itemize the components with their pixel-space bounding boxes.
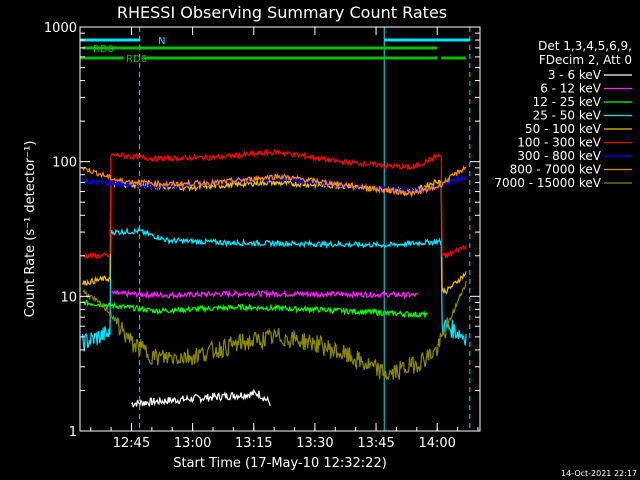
series-line-2 — [82, 298, 428, 319]
legend-label-6: 300 - 800 keV — [517, 149, 601, 163]
flag-bars: RD0 RD6 N — [80, 36, 470, 65]
legend: Det 1,3,4,5,6,9,FDecim 2, Att 03 - 6 keV… — [494, 39, 632, 190]
plot-lines — [139, 27, 471, 431]
series-line-8 — [82, 280, 467, 381]
flag-rd6-label: RD6 — [126, 54, 147, 65]
legend-label-5: 100 - 300 keV — [517, 136, 601, 150]
x-tick-label-3: 13:30 — [296, 436, 333, 451]
y-tick-label-0: 1 — [69, 425, 77, 440]
x-tick-label-0: 12:45 — [113, 436, 150, 451]
chart-title: RHESSI Observing Summary Count Rates — [117, 3, 447, 22]
series-group — [82, 148, 467, 408]
y-axis-label: Count Rate (s⁻¹ detector⁻¹) — [23, 141, 38, 318]
axes: 12:45 13:00 13:15 13:30 13:45 14:00 1 10 100 1000 — [44, 21, 480, 451]
series-line-0 — [131, 388, 271, 408]
y-tick-label-3: 1000 — [44, 21, 77, 36]
legend-label-7: 800 - 7000 keV — [510, 163, 602, 177]
legend-label-2: 12 - 25 keV — [533, 95, 602, 109]
x-tick-label-2: 13:15 — [235, 436, 272, 451]
series-line-5 — [82, 148, 467, 260]
x-tick-label-4: 13:45 — [357, 436, 394, 451]
legend-label-0: 3 - 6 keV — [548, 68, 602, 82]
y-tick-label-1: 10 — [60, 290, 77, 305]
flag-night-label: N — [158, 36, 165, 47]
timestamp: 14-Oct-2021 22:17 — [561, 469, 637, 478]
legend-label-1: 6 - 12 keV — [540, 82, 602, 96]
series-line-7 — [82, 164, 467, 198]
x-tick-label-5: 14:00 — [418, 436, 455, 451]
y-tick-label-2: 100 — [52, 156, 77, 171]
legend-label-3: 25 - 50 keV — [533, 109, 602, 123]
series-line-3 — [82, 226, 467, 352]
series-line-1 — [111, 289, 418, 300]
x-axis-label: Start Time (17-May-10 12:32:22) — [173, 456, 387, 471]
plot-frame — [79, 26, 481, 432]
legend-label-8: 7000 - 15000 keV — [494, 176, 601, 190]
legend-header-0: Det 1,3,4,5,6,9, — [538, 39, 632, 53]
legend-header-1: FDecim 2, Att 0 — [539, 53, 632, 67]
flag-rd0-label: RD0 — [93, 44, 114, 55]
x-tick-label-1: 13:00 — [174, 436, 211, 451]
legend-label-4: 50 - 100 keV — [525, 122, 602, 136]
